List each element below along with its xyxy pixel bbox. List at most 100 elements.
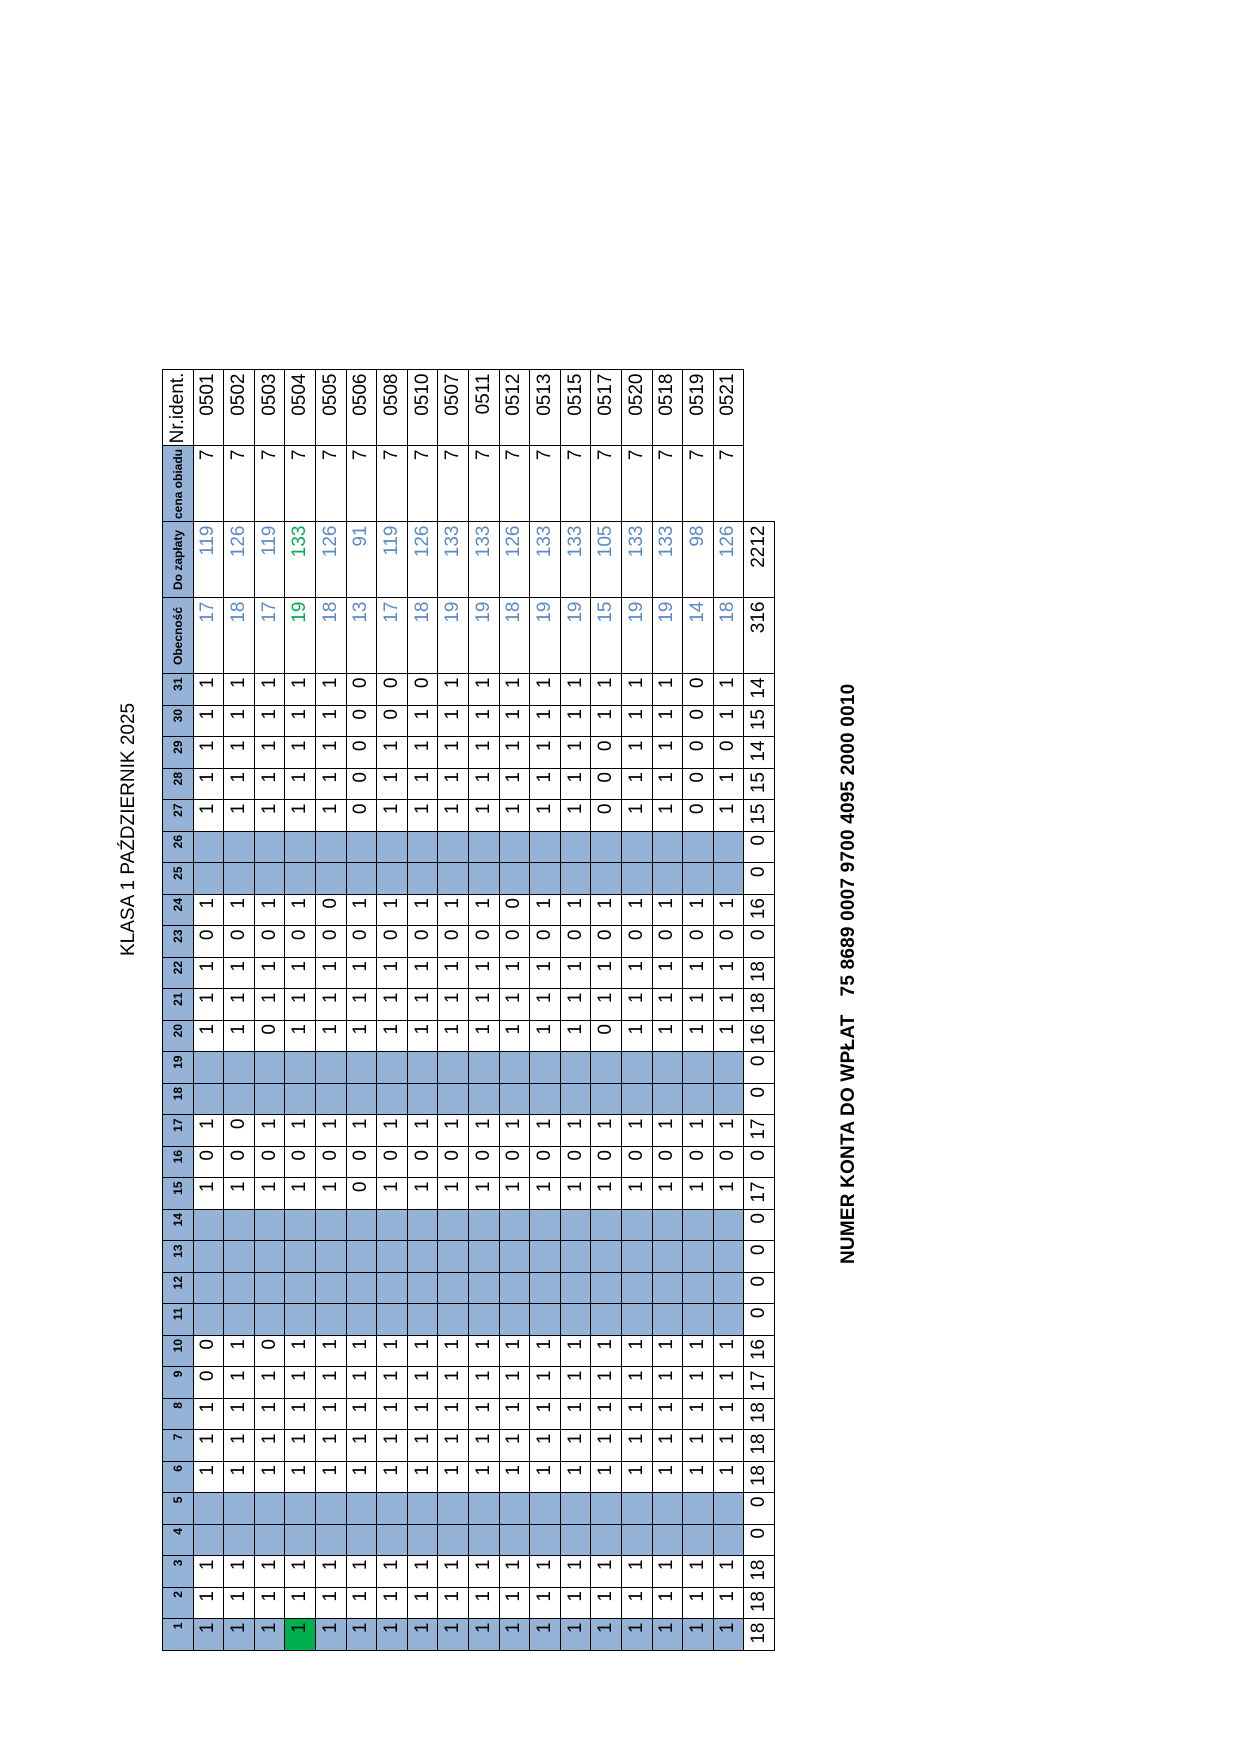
- do-zaplaty-cell: 133: [652, 522, 683, 598]
- day-cell: [652, 1272, 683, 1304]
- day-cell: 1: [254, 1587, 285, 1619]
- day-cell: [529, 1241, 561, 1273]
- day-cell: [315, 1083, 347, 1115]
- nr-ident-cell: 0515: [560, 370, 591, 446]
- day-cell: 1: [468, 674, 500, 706]
- day-total-cell: 0: [743, 1209, 775, 1241]
- day-cell: 0: [315, 926, 347, 958]
- day-cell: [621, 1083, 652, 1115]
- day-cell: 1: [529, 1556, 561, 1588]
- day-cell: 1: [407, 1587, 438, 1619]
- day-cell: 1: [407, 1556, 438, 1588]
- day-cell: [346, 1052, 377, 1084]
- day-cell: 1: [590, 1430, 622, 1462]
- day-header: 17: [162, 1115, 194, 1147]
- day-cell: 1: [223, 674, 255, 706]
- day-cell: [652, 1524, 683, 1556]
- day-cell: 1: [284, 800, 316, 832]
- day-cell: [621, 1493, 652, 1525]
- day-total-cell: 18: [743, 1430, 775, 1462]
- day-cell: [499, 1209, 530, 1241]
- day-cell: 1: [560, 1619, 591, 1651]
- day-cell: 1: [437, 1587, 469, 1619]
- day-cell: [621, 1272, 652, 1304]
- day-cell: 1: [529, 800, 561, 832]
- do-zaplaty-cell: 105: [590, 522, 622, 598]
- day-cell: 1: [652, 674, 683, 706]
- nr-ident-cell: 0511: [468, 370, 500, 446]
- day-cell: [529, 863, 561, 895]
- cena-cell: 7: [682, 446, 714, 522]
- day-cell: 1: [621, 1020, 652, 1052]
- day-cell: 0: [560, 926, 591, 958]
- day-cell: 1: [315, 1367, 347, 1399]
- day-cell: 1: [346, 1398, 377, 1430]
- day-cell: 1: [621, 989, 652, 1021]
- day-total-cell: 18: [743, 1398, 775, 1430]
- day-cell: 1: [652, 1020, 683, 1052]
- day-cell: [254, 1304, 285, 1336]
- nr-ident-cell: 0502: [223, 370, 255, 446]
- nr-ident-cell: 0518: [652, 370, 683, 446]
- day-cell: [437, 1493, 469, 1525]
- day-cell: [346, 863, 377, 895]
- nr-ident-cell: 0507: [437, 370, 469, 446]
- day-cell: 0: [407, 1146, 438, 1178]
- day-cell: 1: [376, 800, 408, 832]
- day-cell: 1: [499, 737, 530, 769]
- day-header: 6: [162, 1461, 194, 1493]
- day-cell: [315, 1524, 347, 1556]
- day-cell: 1: [193, 894, 224, 926]
- day-cell: 1: [223, 1430, 255, 1462]
- day-cell: [284, 1209, 316, 1241]
- day-cell: 0: [682, 768, 714, 800]
- day-cell: 1: [529, 1619, 561, 1651]
- cena-cell: 7: [315, 446, 347, 522]
- nr-ident-cell: 0505: [315, 370, 347, 446]
- day-cell: 1: [713, 1020, 744, 1052]
- day-cell: 1: [468, 1461, 500, 1493]
- day-cell: 0: [713, 926, 744, 958]
- day-cell: 1: [529, 768, 561, 800]
- cena-cell: 7: [499, 446, 530, 522]
- day-total-cell: 16: [743, 1335, 775, 1367]
- day-cell: 1: [315, 957, 347, 989]
- table-row: 1 1 1 1 1 1 1 1 1 0 0 1 1 1 0 1 1 1 1 1 1 18 126 7 0502: [223, 370, 255, 1651]
- day-cell: 1: [590, 1178, 622, 1210]
- day-cell: 1: [437, 1367, 469, 1399]
- day-cell: [254, 1524, 285, 1556]
- day-cell: [376, 1272, 408, 1304]
- day-cell: 1: [621, 1461, 652, 1493]
- day-header: 15: [162, 1178, 194, 1210]
- day-cell: [223, 863, 255, 895]
- cena-cell: 7: [223, 446, 255, 522]
- day-cell: [223, 831, 255, 863]
- day-cell: 1: [437, 800, 469, 832]
- day-cell: 1: [254, 957, 285, 989]
- day-cell: [407, 1304, 438, 1336]
- do-zaplaty-cell: 119: [193, 522, 224, 598]
- day-cell: 1: [621, 674, 652, 706]
- day-cell: 1: [713, 1619, 744, 1651]
- day-cell: 1: [560, 1178, 591, 1210]
- day-header: 13: [162, 1241, 194, 1273]
- day-cell: 0: [223, 1115, 255, 1147]
- table-row: 1 1 1 1 1 1 1 1 1 0 1 1 1 1 0 0 1 1 1 1 1 18 126 7 0512: [499, 370, 530, 1651]
- day-cell: [284, 1083, 316, 1115]
- day-cell: 1: [590, 1587, 622, 1619]
- obecnosc-cell: 18: [499, 598, 530, 674]
- day-cell: 1: [682, 1335, 714, 1367]
- day-cell: [315, 863, 347, 895]
- day-cell: [346, 1209, 377, 1241]
- day-cell: [499, 1052, 530, 1084]
- day-cell: 0: [713, 737, 744, 769]
- day-cell: [621, 1304, 652, 1336]
- obecnosc-cell: 17: [254, 598, 285, 674]
- day-cell: 0: [346, 926, 377, 958]
- day-cell: 1: [223, 800, 255, 832]
- day-cell: 0: [590, 800, 622, 832]
- day-cell: 1: [468, 957, 500, 989]
- day-cell: [468, 1052, 500, 1084]
- day-cell: [590, 1304, 622, 1336]
- day-cell: 1: [193, 674, 224, 706]
